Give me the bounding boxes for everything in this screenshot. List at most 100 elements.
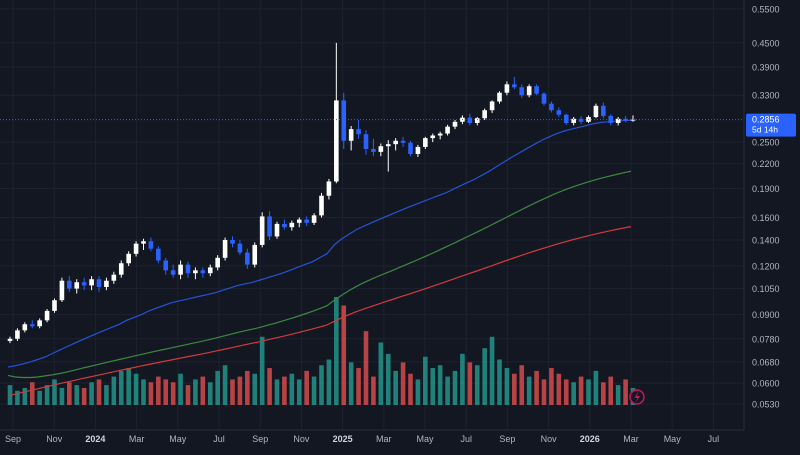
candle[interactable]	[148, 237, 154, 252]
candle-body	[252, 244, 258, 265]
candle[interactable]	[207, 264, 213, 277]
time-tick-label: Jul	[213, 434, 225, 444]
candle[interactable]	[400, 136, 406, 147]
candle[interactable]	[259, 212, 265, 248]
candle[interactable]	[549, 101, 554, 113]
candle[interactable]	[89, 276, 94, 291]
candle[interactable]	[304, 216, 309, 227]
lightning-icon[interactable]	[629, 389, 645, 405]
candle[interactable]	[230, 236, 235, 248]
candle[interactable]	[601, 102, 606, 119]
candle[interactable]	[512, 76, 517, 90]
candle-body	[423, 138, 428, 147]
candle[interactable]	[341, 92, 347, 150]
candle[interactable]	[215, 255, 220, 271]
candle-body	[230, 240, 235, 244]
candle[interactable]	[534, 84, 539, 96]
candle[interactable]	[504, 81, 510, 96]
candle[interactable]	[222, 237, 228, 261]
candle[interactable]	[274, 221, 280, 239]
candle[interactable]	[541, 92, 547, 106]
candle[interactable]	[311, 213, 317, 226]
candle[interactable]	[437, 131, 443, 140]
candle[interactable]	[289, 220, 295, 231]
candle[interactable]	[126, 251, 131, 267]
candle[interactable]	[489, 100, 495, 114]
candle[interactable]	[96, 276, 102, 292]
candle[interactable]	[111, 271, 117, 284]
candle-body	[341, 100, 347, 141]
candle[interactable]	[37, 318, 42, 329]
candle[interactable]	[67, 276, 72, 292]
candle[interactable]	[104, 277, 109, 291]
candle[interactable]	[326, 178, 332, 200]
candle[interactable]	[563, 113, 569, 125]
candle[interactable]	[319, 192, 324, 218]
candle[interactable]	[430, 133, 436, 143]
price-tick-label: 0.1600	[752, 213, 780, 223]
candle[interactable]	[81, 277, 87, 291]
candle[interactable]	[571, 117, 576, 126]
candle[interactable]	[623, 115, 628, 123]
candle[interactable]	[118, 260, 124, 278]
candle[interactable]	[193, 267, 198, 280]
candle[interactable]	[408, 140, 413, 157]
candle[interactable]	[608, 114, 614, 126]
candle[interactable]	[363, 130, 369, 155]
candle[interactable]	[141, 238, 146, 250]
candle[interactable]	[237, 240, 243, 256]
candle[interactable]	[378, 143, 384, 157]
candle[interactable]	[282, 219, 287, 230]
candle[interactable]	[467, 113, 473, 126]
volume-bar	[29, 382, 35, 405]
candle[interactable]	[452, 119, 458, 130]
volume-bar	[319, 365, 324, 405]
candle[interactable]	[356, 119, 361, 139]
candle[interactable]	[526, 84, 532, 98]
candle[interactable]	[482, 108, 487, 120]
candle[interactable]	[22, 322, 28, 333]
candle[interactable]	[163, 257, 169, 275]
candle[interactable]	[185, 261, 191, 278]
candle[interactable]	[348, 126, 354, 151]
candle[interactable]	[200, 267, 206, 278]
candle[interactable]	[556, 107, 562, 118]
candle[interactable]	[252, 242, 258, 268]
candle[interactable]	[578, 115, 584, 125]
price-axis[interactable]: 0.5500 0.4500 0.3900 0.3300 0.2500 0.2200 0.19…	[743, 0, 800, 430]
price-tick-label: 0.3300	[752, 91, 780, 101]
candle[interactable]	[7, 336, 13, 344]
candle[interactable]	[52, 298, 57, 313]
candle[interactable]	[445, 124, 450, 136]
candle[interactable]	[385, 140, 391, 172]
candle[interactable]	[29, 320, 35, 329]
candle[interactable]	[267, 211, 272, 241]
candle[interactable]	[133, 241, 139, 257]
candle[interactable]	[59, 277, 65, 302]
candle[interactable]	[393, 138, 398, 151]
candle[interactable]	[474, 117, 480, 126]
time-tick-label: Sep	[252, 434, 268, 444]
candle[interactable]	[615, 117, 621, 126]
candle[interactable]	[415, 144, 421, 157]
candle[interactable]	[44, 309, 50, 323]
time-axis[interactable]: Sep Nov 2024 Mar May Jul Sep Nov 2025 Mar May Jul Se…	[0, 429, 744, 444]
candle[interactable]	[371, 138, 376, 157]
candle[interactable]	[296, 217, 302, 228]
time-tick-label: 2025	[333, 434, 353, 444]
candle[interactable]	[156, 246, 161, 264]
candle[interactable]	[497, 91, 502, 104]
candle[interactable]	[170, 264, 176, 278]
candle[interactable]	[245, 248, 250, 269]
volume-bar	[156, 376, 161, 405]
candle[interactable]	[15, 328, 20, 341]
candle[interactable]	[178, 260, 183, 280]
candle[interactable]	[74, 279, 80, 294]
candle-body	[371, 149, 376, 152]
candle[interactable]	[519, 84, 525, 98]
candle[interactable]	[423, 136, 428, 150]
candle[interactable]	[593, 103, 599, 119]
candle[interactable]	[334, 42, 339, 184]
